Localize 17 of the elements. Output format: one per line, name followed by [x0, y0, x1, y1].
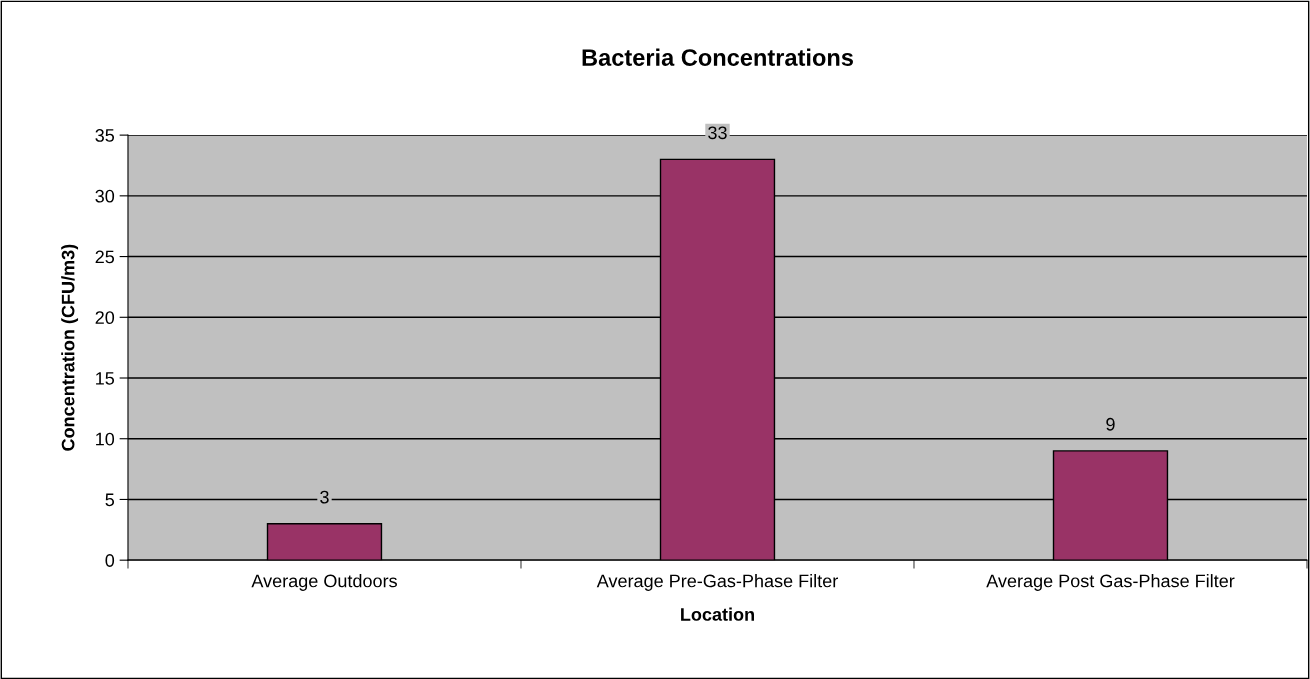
data-label: 9 [1106, 417, 1115, 431]
chart-title: Bacteria Concentrations [582, 48, 853, 66]
x-axis-title: Location [681, 607, 754, 621]
x-tick-label: Average Pre-Gas-Phase Filter [596, 574, 838, 591]
x-tick-label: Average Post Gas-Phase Filter [986, 574, 1235, 591]
y-tick-label: 10 [96, 432, 115, 446]
data-label: 3 [320, 490, 329, 504]
y-tick-label: 30 [95, 189, 115, 203]
data-label: 33 [708, 126, 727, 140]
y-tick-label: 0 [105, 554, 115, 567]
y-tick-label: 15 [96, 372, 115, 385]
y-tick-label: 35 [95, 129, 115, 142]
y-tick-label: 25 [95, 250, 115, 264]
x-tick-label: Average Outdoors [251, 574, 397, 591]
y-axis-title: Concentration (CFU/m3) [61, 244, 79, 451]
y-tick-label: 20 [95, 311, 115, 325]
y-tick-label: 5 [105, 493, 115, 507]
